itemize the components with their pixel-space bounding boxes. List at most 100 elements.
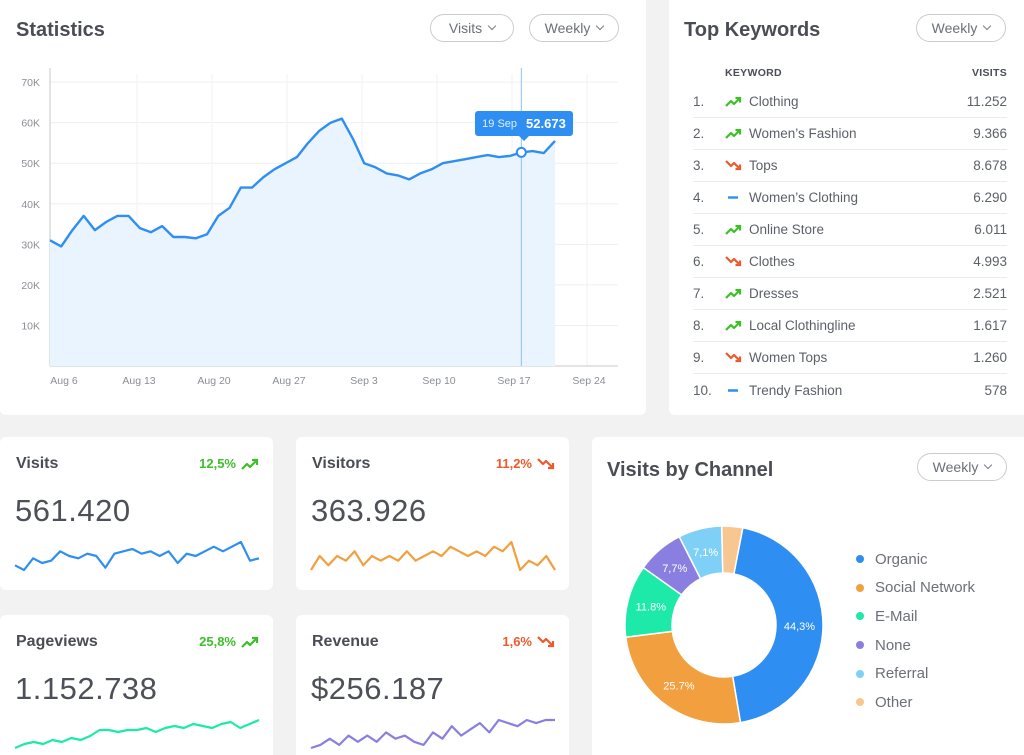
y-tick-label: 60K	[21, 118, 40, 130]
statistics-chart: 70K 60K 50K 40K 30K 20K 10K Aug 6 Aug 13 Aug 20 Au…	[21, 68, 618, 387]
keywords-period-select[interactable]: Weekly	[916, 14, 1006, 42]
keyword-row[interactable]: 4. Women’s Clothing 6.290	[693, 182, 1007, 214]
keyword-name: Dresses	[749, 286, 799, 301]
x-tick-label: Sep 17	[497, 375, 530, 387]
legend-label: E-Mail	[875, 607, 918, 625]
y-tick-label: 70K	[21, 77, 40, 89]
series-line	[49, 117, 556, 248]
x-tick-label: Sep 24	[572, 375, 605, 387]
keyword-trend	[725, 95, 749, 109]
kpi-change: 1,6%	[502, 634, 555, 649]
legend-label: Organic	[875, 550, 928, 568]
x-tick-label: Sep 3	[350, 375, 378, 387]
keyword-name: Clothes	[749, 254, 795, 269]
x-tick-label: Aug 20	[197, 375, 230, 387]
kpi-value: 561.420	[15, 493, 131, 528]
keyword-row[interactable]: 7. Dresses 2.521	[693, 278, 1007, 310]
keyword-rank: 2.	[693, 126, 705, 141]
sparkline-path	[310, 718, 555, 750]
channel-legend: Organic Social Network E-Mail None Referral O…	[856, 545, 975, 717]
keyword-trend	[725, 351, 749, 365]
kpi-change: 25,8%	[199, 634, 259, 649]
keyword-name: Trendy Fashion	[749, 382, 843, 398]
legend-item[interactable]: Other	[856, 688, 975, 717]
y-tick-label: 30K	[21, 239, 40, 251]
keyword-visits: 8.678	[973, 158, 1007, 173]
keyword-row[interactable]: 5. Online Store 6.011	[693, 214, 1007, 246]
keywords-title: Top Keywords	[684, 19, 821, 41]
trend-down-icon	[725, 160, 742, 171]
kpi-change-value: 25,8%	[199, 634, 236, 649]
trend-up-icon	[725, 320, 742, 331]
keyword-row[interactable]: 8. Local Clothingline 1.617	[693, 310, 1007, 342]
keyword-row[interactable]: 6. Clothes 4.993	[693, 246, 1007, 278]
trend-down-icon	[725, 256, 742, 267]
tooltip-arrow	[519, 136, 529, 141]
trend-up-icon	[241, 636, 259, 648]
keyword-trend	[725, 159, 749, 173]
kpi-sparkline	[14, 540, 260, 572]
trend-up-icon	[241, 458, 259, 470]
legend-dot	[856, 698, 864, 707]
kpi-value: 363.926	[311, 493, 427, 528]
x-tick-label: Sep 10	[422, 375, 455, 387]
donut-slice-organic[interactable]	[731, 526, 824, 724]
chevron-down-icon	[983, 21, 992, 31]
legend-item[interactable]: E-Mail	[856, 602, 975, 631]
keyword-row[interactable]: 1. Clothing 11.252	[693, 86, 1007, 118]
keyword-visits: 6.290	[973, 190, 1007, 205]
keyword-visits: 2.521	[973, 286, 1007, 301]
x-tick-label: Aug 6	[50, 375, 78, 387]
metric-select[interactable]: Visits	[430, 14, 514, 42]
kpi-label: Visits	[16, 455, 59, 472]
period-select-value: Weekly	[544, 20, 591, 36]
channels-period-select[interactable]: Weekly	[917, 453, 1007, 481]
keyword-rank: 5.	[693, 222, 705, 237]
kpi-sparkline	[310, 540, 556, 572]
keyword-row[interactable]: 10. Trendy Fashion 578	[693, 374, 1007, 406]
kpi-label: Revenue	[312, 633, 379, 650]
chevron-down-icon	[984, 460, 993, 470]
donut-slice-label: 7,7%	[662, 563, 687, 575]
keyword-row[interactable]: 9. Women Tops 1.260	[693, 342, 1007, 374]
keyword-name: Tops	[749, 158, 778, 173]
legend-item[interactable]: None	[856, 631, 975, 660]
keyword-visits: 4.993	[973, 254, 1007, 269]
keyword-column-header: KEYWORD	[725, 67, 782, 79]
legend-item[interactable]: Referral	[856, 659, 975, 688]
keyword-row[interactable]: 3. Tops 8.678	[693, 150, 1007, 182]
period-select[interactable]: Weekly	[529, 14, 619, 42]
channels-title: Visits by Channel	[607, 459, 774, 481]
sparkline-path	[14, 718, 260, 750]
kpi-sparkline	[14, 718, 260, 750]
keyword-visits: 578	[984, 382, 1007, 398]
keyword-rank: 1.	[693, 94, 705, 109]
keyword-rank: 7.	[693, 286, 705, 301]
chart-tooltip: 19 Sep 52.673	[475, 111, 573, 141]
keyword-visits: 9.366	[973, 126, 1007, 141]
keyword-trend	[725, 319, 749, 333]
x-tick-label: Aug 13	[122, 375, 155, 387]
visits-column-header: VISITS	[971, 67, 1007, 79]
channel-donut-chart: 44,3% 25.7% 11.8% 7,7% 7,1%	[624, 525, 824, 725]
hover-point[interactable]	[515, 146, 527, 158]
donut-slice-other[interactable]	[720, 525, 744, 575]
legend-item[interactable]: Organic	[856, 545, 975, 574]
legend-item[interactable]: Social Network	[856, 574, 975, 603]
y-tick-label: 20K	[21, 280, 40, 292]
keywords-period-value: Weekly	[931, 20, 978, 36]
legend-dot	[856, 612, 864, 621]
visits-by-channel-card: Visits by Channel Weekly 44,3% 25.7% 11.8%…	[592, 437, 1024, 755]
keyword-rank: 10.	[693, 382, 712, 398]
donut-slice-social-network[interactable]	[624, 630, 742, 725]
keyword-trend	[725, 287, 749, 301]
legend-dot	[856, 669, 864, 678]
keyword-row[interactable]: 2. Women’s Fashion 9.366	[693, 118, 1007, 150]
keyword-visits: 11.252	[966, 94, 1007, 109]
kpi-change: 11,2%	[496, 456, 555, 471]
keyword-rank: 4.	[693, 190, 705, 205]
keyword-rank: 6.	[693, 254, 705, 269]
kpi-label: Visitors	[312, 455, 371, 472]
metric-select-value: Visits	[448, 20, 483, 36]
statistics-card: Statistics Visits Weekly 70K 60K 50K 40K 30K…	[0, 0, 646, 415]
